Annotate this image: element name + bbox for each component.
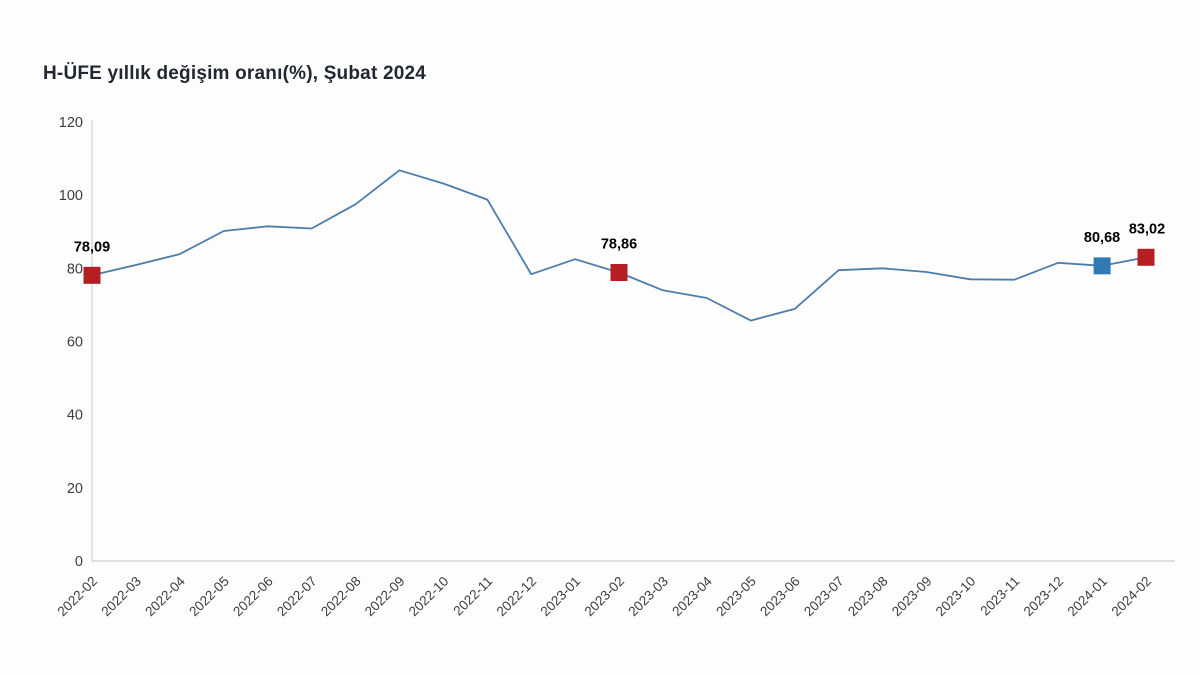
data-label: 78,86 xyxy=(601,237,637,253)
x-axis-tick-label: 2023-06 xyxy=(757,574,803,620)
x-axis-tick-label: 2022-10 xyxy=(406,574,452,620)
x-axis-tick-label: 2022-09 xyxy=(362,574,408,620)
x-axis-tick-label: 2023-03 xyxy=(625,574,671,620)
x-axis-tick-label: 2024-01 xyxy=(1065,574,1111,620)
y-axis-tick-label: 100 xyxy=(59,188,83,204)
x-axis-tick-label: 2022-07 xyxy=(274,574,320,620)
x-axis-tick-label: 2022-05 xyxy=(186,574,232,620)
x-axis-tick-label: 2023-10 xyxy=(933,574,979,620)
x-axis-tick-label: 2022-08 xyxy=(318,574,364,620)
x-axis-tick-label: 2022-04 xyxy=(142,573,188,619)
x-axis-tick-label: 2023-02 xyxy=(581,574,627,620)
y-axis-tick-label: 60 xyxy=(67,335,83,351)
highlight-marker xyxy=(1093,257,1111,275)
highlight-marker xyxy=(1137,248,1155,266)
x-axis-tick-label: 2022-02 xyxy=(54,574,100,620)
x-axis-tick-label: 2023-05 xyxy=(713,574,759,620)
highlight-marker xyxy=(83,266,101,284)
y-axis-tick-label: 40 xyxy=(67,408,83,424)
data-label: 80,68 xyxy=(1084,230,1120,246)
x-axis-tick-label: 2023-11 xyxy=(977,574,1022,619)
y-axis-tick-label: 0 xyxy=(75,554,83,570)
x-axis-tick-label: 2022-12 xyxy=(494,574,540,620)
y-axis-tick-label: 20 xyxy=(67,481,83,497)
x-axis-tick-label: 2023-09 xyxy=(889,574,935,620)
y-axis-tick-label: 80 xyxy=(67,261,83,277)
x-axis-tick-label: 2022-06 xyxy=(230,574,276,620)
highlight-marker xyxy=(610,264,628,282)
data-label: 83,02 xyxy=(1129,221,1165,237)
y-axis-tick-label: 120 xyxy=(59,115,83,131)
x-axis-tick-label: 2023-01 xyxy=(538,574,584,620)
x-axis-tick-label: 2022-11 xyxy=(450,574,495,619)
data-label: 78,09 xyxy=(74,239,110,255)
x-axis-tick-label: 2023-04 xyxy=(669,573,715,619)
chart-title: H-ÜFE yıllık değişim oranı(%), Şubat 202… xyxy=(43,63,427,84)
x-axis-tick-label: 2022-03 xyxy=(98,574,144,620)
x-axis-tick-label: 2023-08 xyxy=(845,574,891,620)
x-axis-tick-label: 2023-12 xyxy=(1021,574,1067,620)
x-axis-tick-label: 2023-07 xyxy=(801,574,847,620)
x-axis-tick-label: 2024-02 xyxy=(1108,574,1154,620)
